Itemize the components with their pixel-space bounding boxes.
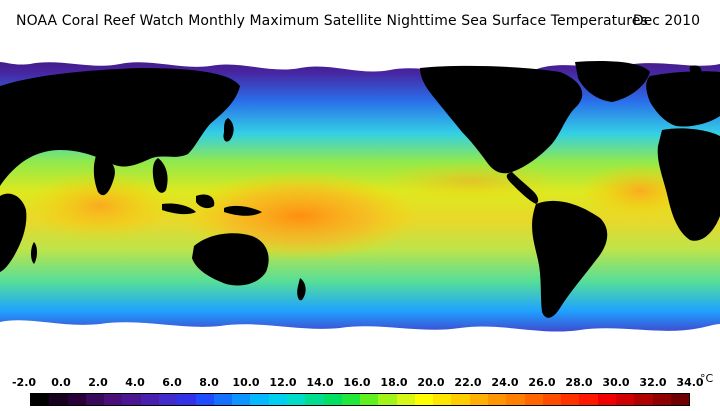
- colorbar-cell: [122, 394, 141, 405]
- central-america: [506, 172, 539, 204]
- colorbar-cell: [250, 394, 269, 405]
- colorbar-cell: [305, 394, 324, 405]
- colorbar-cell: [158, 394, 178, 405]
- india: [93, 156, 115, 196]
- colorbar-cell: [341, 394, 361, 405]
- colorbar-cell: [195, 394, 214, 405]
- legend-tick-label: 14.0: [306, 376, 334, 389]
- legend-tick-label: 22.0: [454, 376, 482, 389]
- legend-tick-label: 16.0: [343, 376, 371, 389]
- legend-tick-label: 24.0: [491, 376, 519, 389]
- arctic-ice: [0, 46, 720, 72]
- colorbar-cell: [488, 394, 507, 405]
- colorbar-cell: [506, 394, 525, 405]
- colorbar-cell: [232, 394, 251, 405]
- africa-west: [657, 128, 720, 241]
- africa-east: [0, 193, 27, 272]
- eurasia: [0, 68, 240, 186]
- colorbar-cell: [360, 394, 379, 405]
- legend-tick-label: 6.0: [162, 376, 182, 389]
- colorbar-cell: [140, 394, 159, 405]
- colorbar-cell: [323, 394, 342, 405]
- legend-tick-label: -2.0: [11, 376, 37, 389]
- colorbar-cell: [49, 394, 68, 405]
- colorbar-cell: [652, 394, 671, 405]
- legend-tick-label: 8.0: [199, 376, 219, 389]
- colorbar-cell: [579, 394, 598, 405]
- colorbar-cell: [670, 394, 690, 405]
- legend-tick-label: 18.0: [380, 376, 408, 389]
- legend-tick-label: 28.0: [565, 376, 593, 389]
- colorbar-cell: [561, 394, 580, 405]
- indian-ocean-warm-area: [25, 171, 175, 241]
- colorbar-cell: [469, 394, 489, 405]
- map-graphic: [0, 46, 720, 369]
- legend-tick-label: 10.0: [232, 376, 260, 389]
- colorbar-cell: [213, 394, 233, 405]
- legend-tick-label: 34.0: [676, 376, 704, 389]
- legend-tick-label: 32.0: [639, 376, 667, 389]
- temperature-colorbar: [30, 393, 690, 406]
- title-bar: NOAA Coral Reef Watch Monthly Maximum Sa…: [0, 0, 720, 46]
- antarctic-ice: [0, 320, 720, 369]
- new-zealand: [297, 278, 306, 301]
- iceland: [689, 65, 702, 75]
- colorbar-cell: [433, 394, 452, 405]
- sea-surface-temperature-map: [0, 46, 720, 369]
- south-america: [532, 200, 608, 318]
- colorbar-cell: [67, 394, 86, 405]
- legend-tick-label: 20.0: [417, 376, 445, 389]
- legend-tick-label: 0.0: [51, 376, 71, 389]
- colorbar-cell: [85, 394, 105, 405]
- legend-tick-label: 12.0: [269, 376, 297, 389]
- colorbar-cell: [597, 394, 616, 405]
- new-guinea: [224, 205, 262, 216]
- colorbar-cell: [31, 394, 50, 405]
- colorbar-cell: [616, 394, 635, 405]
- colorbar-cell: [396, 394, 415, 405]
- legend-tick-label: 30.0: [602, 376, 630, 389]
- borneo: [196, 194, 215, 209]
- colorbar-cell: [286, 394, 306, 405]
- colorbar-cell: [542, 394, 562, 405]
- eastern-pacific-warm-area: [380, 161, 560, 201]
- legend-tick-label: 4.0: [125, 376, 145, 389]
- legend-tick-label: 26.0: [528, 376, 556, 389]
- japan: [223, 118, 234, 142]
- colorbar-cell: [177, 394, 196, 405]
- colorbar-cell: [414, 394, 434, 405]
- temperature-legend: -2.0 0.0 2.0 4.0 6.0 8.0 10.0 12.0 14.0 16.0 18.0 2…: [0, 369, 720, 411]
- north-america: [420, 65, 583, 174]
- legend-tick-label: 2.0: [88, 376, 108, 389]
- legend-labels: -2.0 0.0 2.0 4.0 6.0 8.0 10.0 12.0 14.0 16.0 18.0 2…: [0, 369, 720, 391]
- madagascar: [31, 242, 37, 264]
- map-title: NOAA Coral Reef Watch Monthly Maximum Sa…: [16, 13, 648, 29]
- sumatra: [162, 203, 196, 215]
- colorbar-cell: [268, 394, 287, 405]
- unit-label: °C: [700, 372, 714, 385]
- colorbar-cell: [451, 394, 470, 405]
- map-date: Dec 2010: [632, 13, 700, 29]
- southeast-asia: [152, 158, 168, 193]
- colorbar-cell: [378, 394, 397, 405]
- greenland: [575, 61, 650, 102]
- australia: [192, 233, 269, 286]
- colorbar-cell: [634, 394, 653, 405]
- colorbar-cell: [524, 394, 543, 405]
- europe: [646, 71, 720, 127]
- colorbar-cell: [104, 394, 123, 405]
